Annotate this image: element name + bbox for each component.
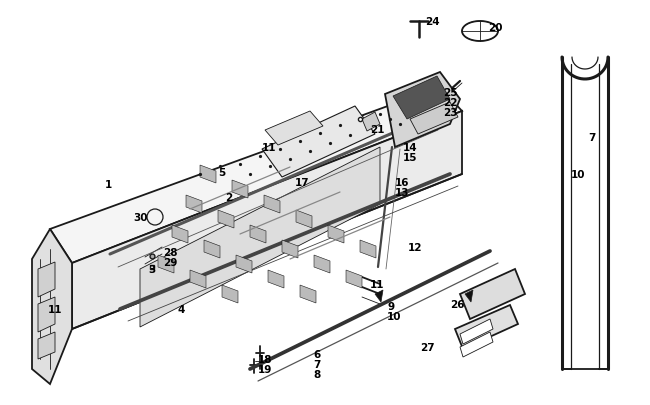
Polygon shape xyxy=(455,305,518,349)
Polygon shape xyxy=(218,211,234,228)
Text: 7: 7 xyxy=(588,133,595,143)
Polygon shape xyxy=(360,241,376,258)
Polygon shape xyxy=(264,196,280,213)
Text: 15: 15 xyxy=(403,153,417,162)
Text: 11: 11 xyxy=(47,304,62,314)
Text: 5: 5 xyxy=(218,168,226,177)
Polygon shape xyxy=(250,226,266,243)
Text: 18: 18 xyxy=(258,354,272,364)
Text: 23: 23 xyxy=(443,108,458,118)
Polygon shape xyxy=(32,230,72,384)
Polygon shape xyxy=(300,285,316,303)
Polygon shape xyxy=(200,166,216,183)
Polygon shape xyxy=(172,226,188,243)
Text: 14: 14 xyxy=(403,143,417,153)
Polygon shape xyxy=(140,148,380,327)
Text: 22: 22 xyxy=(443,98,458,108)
Polygon shape xyxy=(38,332,55,359)
Polygon shape xyxy=(72,112,462,329)
Text: 11: 11 xyxy=(370,279,385,289)
Text: 8: 8 xyxy=(313,369,320,379)
Polygon shape xyxy=(204,241,220,258)
Text: 21: 21 xyxy=(370,125,385,135)
Text: 20: 20 xyxy=(488,23,502,33)
Polygon shape xyxy=(385,73,460,148)
Text: 26: 26 xyxy=(450,299,465,309)
Polygon shape xyxy=(282,241,298,258)
Polygon shape xyxy=(222,285,238,303)
Text: 10: 10 xyxy=(571,170,586,179)
Polygon shape xyxy=(236,256,252,273)
Polygon shape xyxy=(232,181,248,198)
Text: 2: 2 xyxy=(225,192,232,202)
Text: 6: 6 xyxy=(313,349,320,359)
Text: 1: 1 xyxy=(105,179,112,190)
Text: 7: 7 xyxy=(313,359,320,369)
Polygon shape xyxy=(460,319,493,344)
Text: 29: 29 xyxy=(163,257,177,267)
Text: 19: 19 xyxy=(258,364,272,374)
Text: 30: 30 xyxy=(133,213,148,222)
Polygon shape xyxy=(38,297,55,332)
Text: 13: 13 xyxy=(395,188,410,198)
Polygon shape xyxy=(465,290,473,302)
Text: 25: 25 xyxy=(443,88,458,98)
Polygon shape xyxy=(262,107,375,177)
Polygon shape xyxy=(328,226,344,243)
Polygon shape xyxy=(186,196,202,213)
Polygon shape xyxy=(460,332,493,357)
Polygon shape xyxy=(50,88,462,263)
Polygon shape xyxy=(346,270,362,288)
Polygon shape xyxy=(393,77,450,120)
Polygon shape xyxy=(265,112,323,146)
Polygon shape xyxy=(190,270,206,288)
Text: 4: 4 xyxy=(178,304,185,314)
Polygon shape xyxy=(158,256,174,273)
Polygon shape xyxy=(314,256,330,273)
Text: 16: 16 xyxy=(395,177,410,188)
Text: 12: 12 xyxy=(408,243,422,252)
Text: 3: 3 xyxy=(148,264,155,274)
Polygon shape xyxy=(38,262,55,297)
Text: 24: 24 xyxy=(425,17,439,27)
Polygon shape xyxy=(410,103,458,135)
Polygon shape xyxy=(375,290,383,302)
Polygon shape xyxy=(362,113,380,132)
Text: 27: 27 xyxy=(420,342,435,352)
Text: 10: 10 xyxy=(387,311,402,321)
Text: 28: 28 xyxy=(163,247,177,257)
Polygon shape xyxy=(268,270,284,288)
Text: 17: 17 xyxy=(295,177,309,188)
Text: 9: 9 xyxy=(387,301,394,311)
Text: 11: 11 xyxy=(262,143,276,153)
Polygon shape xyxy=(460,269,525,319)
Polygon shape xyxy=(296,211,312,228)
